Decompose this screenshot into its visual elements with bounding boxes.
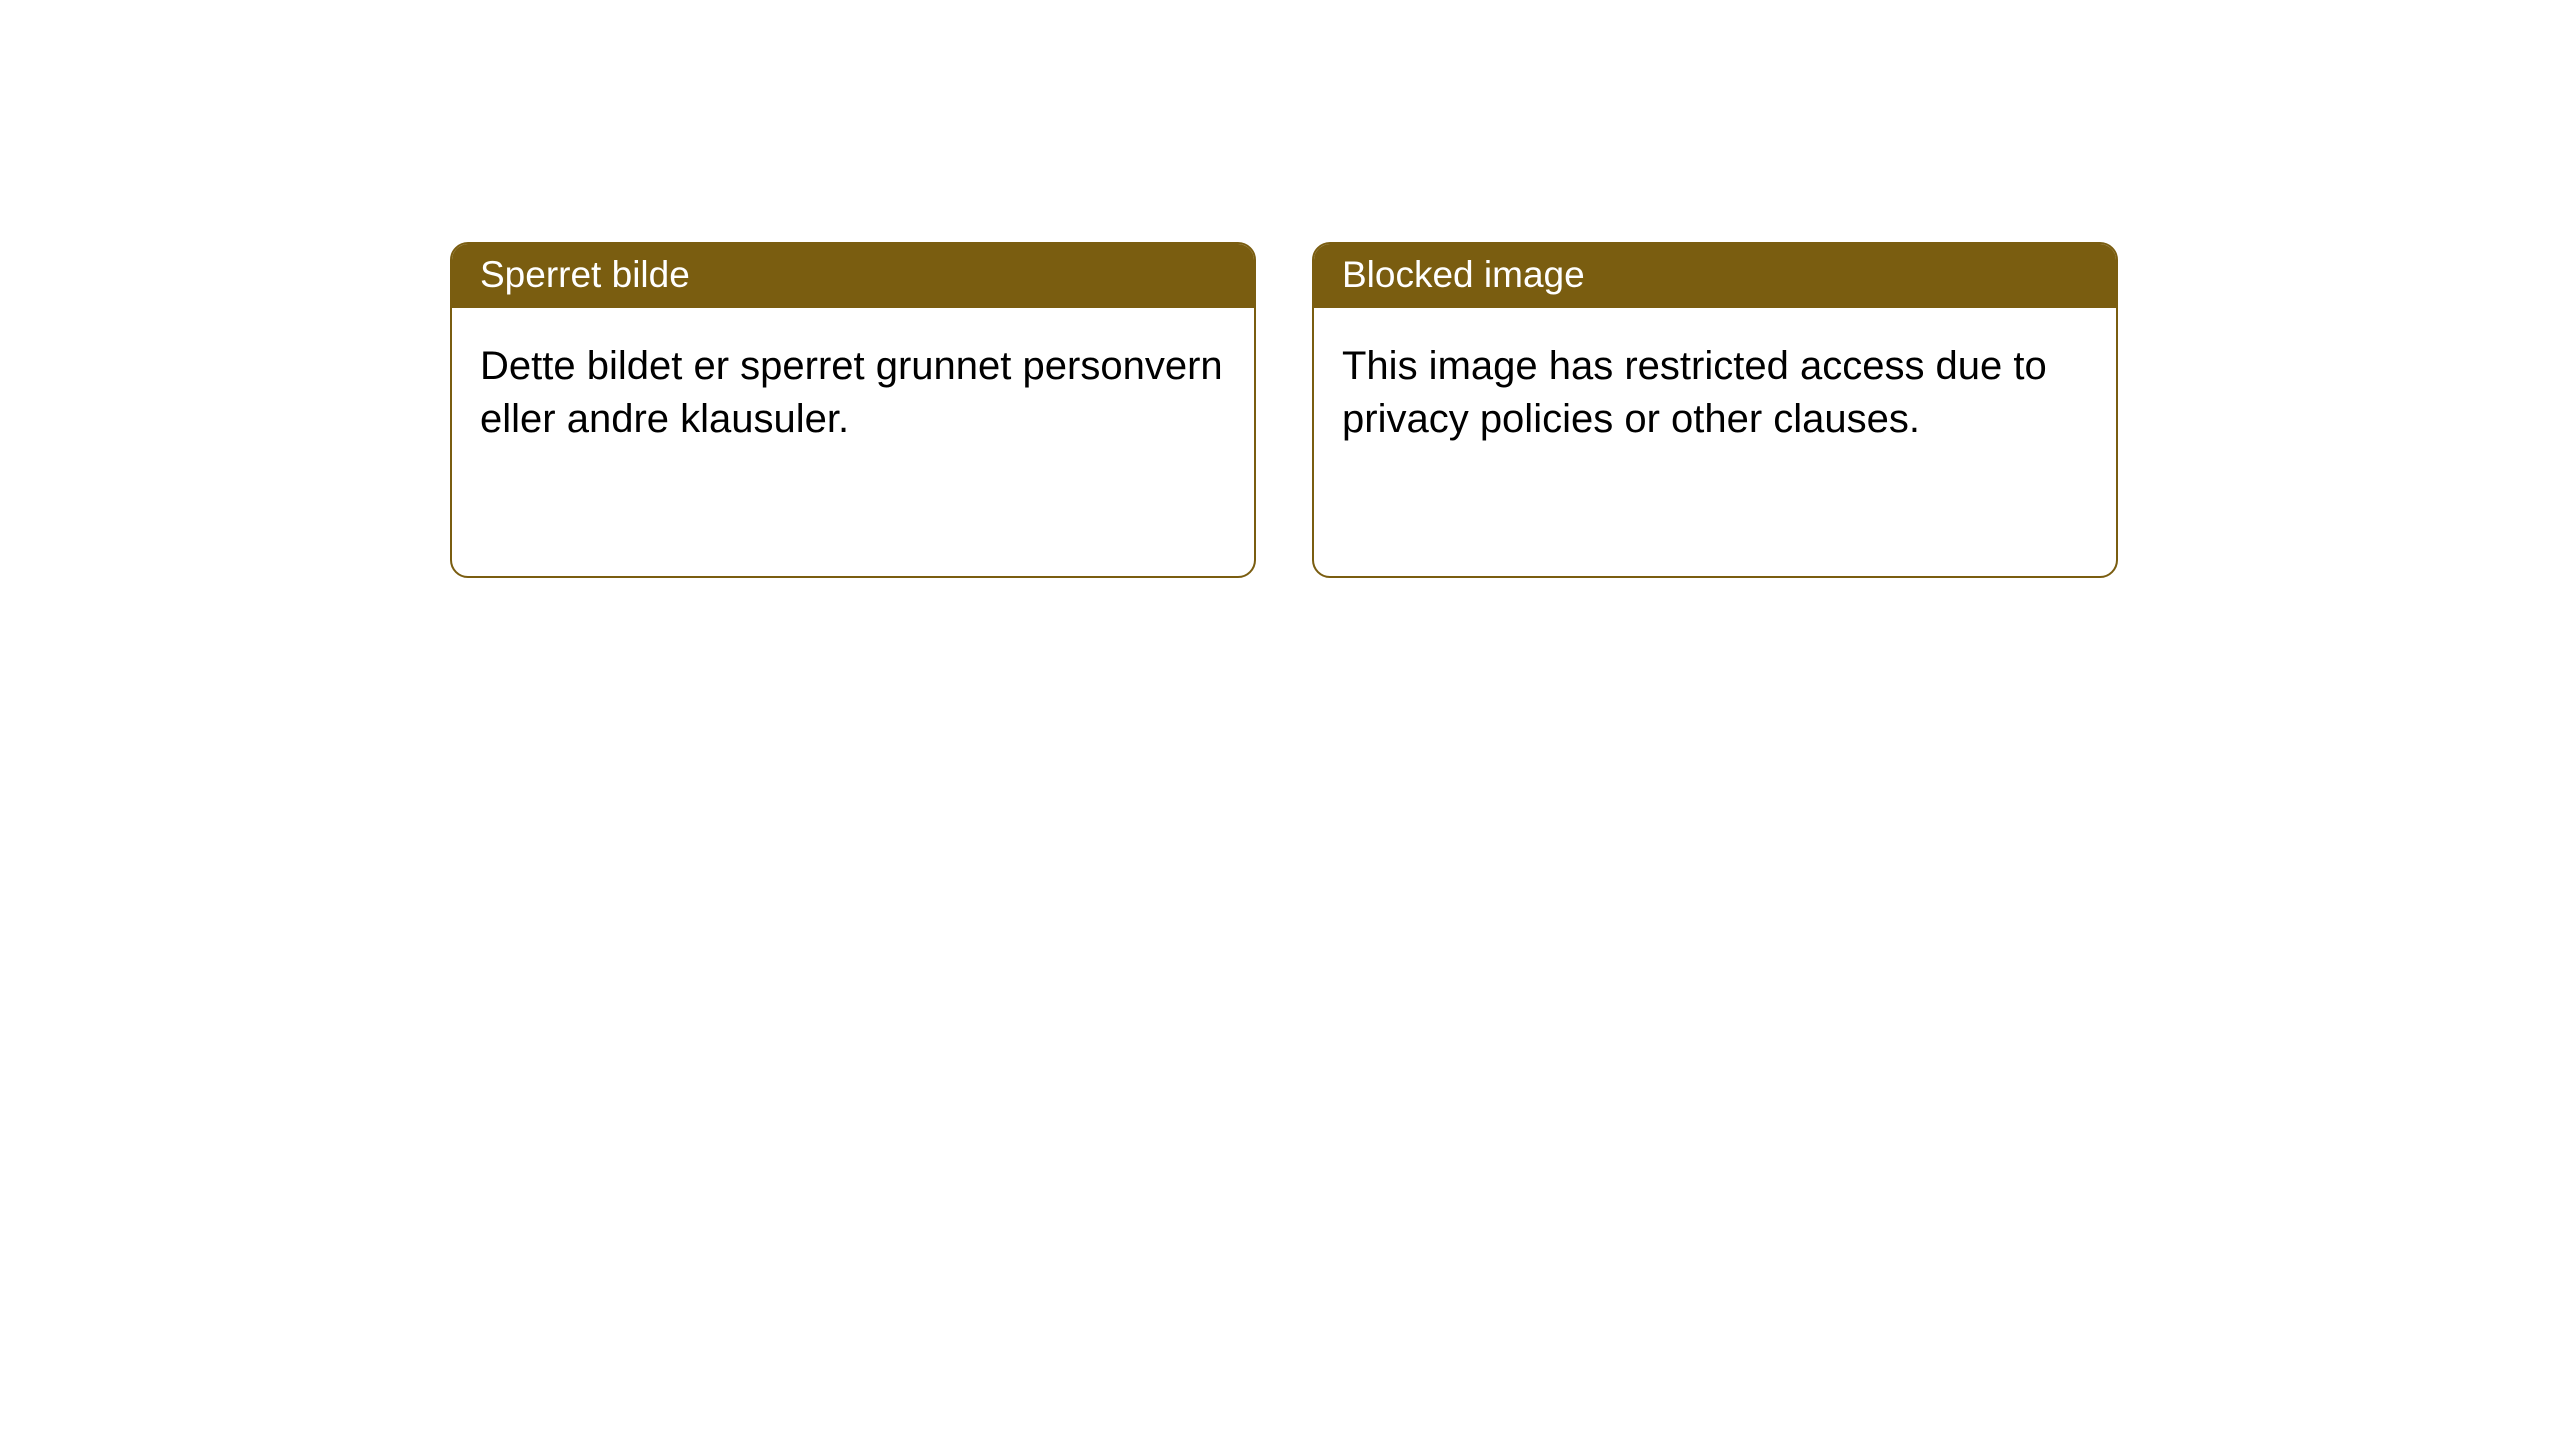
notice-card-norwegian: Sperret bilde Dette bildet er sperret gr… — [450, 242, 1256, 578]
notice-cards-row: Sperret bilde Dette bildet er sperret gr… — [0, 0, 2560, 578]
card-body-english: This image has restricted access due to … — [1314, 308, 2116, 478]
card-header-english: Blocked image — [1314, 244, 2116, 308]
notice-card-english: Blocked image This image has restricted … — [1312, 242, 2118, 578]
card-body-norwegian: Dette bildet er sperret grunnet personve… — [452, 308, 1254, 478]
card-header-norwegian: Sperret bilde — [452, 244, 1254, 308]
